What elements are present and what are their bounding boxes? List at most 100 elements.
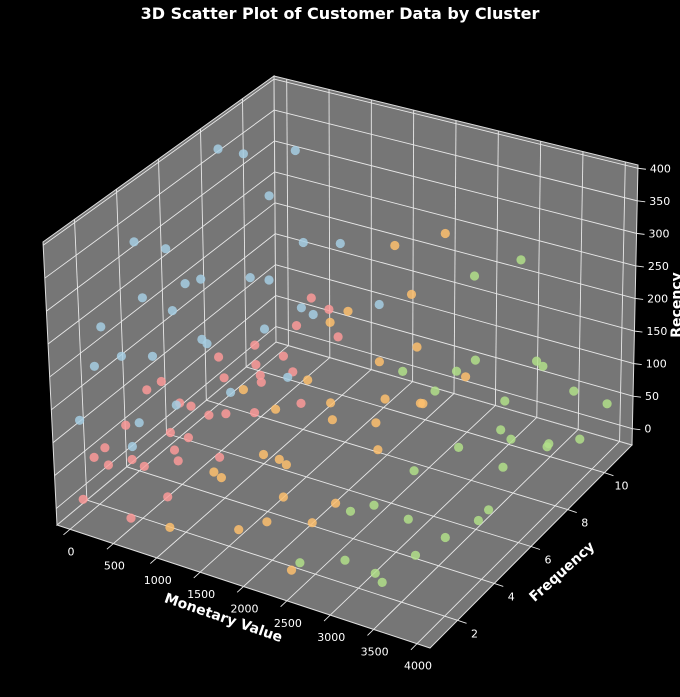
- data-point-cluster-3: [440, 532, 450, 543]
- data-point-cluster-2: [371, 418, 381, 428]
- data-point-cluster-3: [473, 515, 483, 526]
- x-tick-label: 2000: [231, 603, 259, 616]
- data-point-cluster-3: [498, 462, 508, 472]
- data-point-cluster-1: [116, 351, 126, 361]
- data-point-cluster-1: [171, 400, 181, 410]
- z-tick-label: 50: [645, 390, 659, 403]
- data-point-cluster-0: [333, 332, 343, 342]
- data-point-cluster-2: [274, 454, 284, 464]
- data-point-cluster-0: [139, 461, 149, 471]
- y-tick-label: 4: [508, 590, 515, 603]
- data-point-cluster-2: [343, 306, 353, 316]
- x-tick: [106, 543, 114, 550]
- data-point-cluster-1: [374, 299, 384, 310]
- z-tick: [637, 167, 646, 170]
- data-point-cluster-0: [221, 409, 231, 419]
- data-point-cluster-2: [278, 492, 288, 502]
- data-point-cluster-0: [121, 420, 131, 430]
- data-point-cluster-2: [415, 398, 425, 408]
- z-tick: [633, 363, 642, 366]
- chart-title: 3D Scatter Plot of Customer Data by Clus…: [141, 4, 540, 23]
- data-point-cluster-2: [412, 342, 422, 352]
- data-point-cluster-0: [251, 360, 261, 370]
- x-tick: [280, 600, 288, 607]
- data-point-cluster-2: [380, 394, 390, 404]
- z-tick-label: 250: [648, 260, 669, 273]
- x-gridline: [286, 79, 289, 346]
- data-point-cluster-2: [209, 467, 219, 477]
- data-point-cluster-2: [390, 240, 400, 251]
- data-point-cluster-3: [500, 396, 510, 406]
- z-tick: [636, 232, 645, 235]
- data-point-cluster-1: [298, 237, 308, 248]
- x-tick: [323, 614, 331, 622]
- data-point-cluster-0: [278, 351, 288, 361]
- x-tick-label: 2500: [274, 617, 302, 630]
- data-point-cluster-1: [127, 441, 137, 452]
- z-gridline: [274, 202, 636, 299]
- y-tick: [457, 619, 467, 624]
- data-point-cluster-3: [569, 386, 579, 396]
- z-gridline: [47, 171, 275, 345]
- data-point-cluster-2: [238, 385, 248, 395]
- data-point-cluster-2: [262, 517, 272, 527]
- data-point-cluster-3: [484, 505, 494, 515]
- x-gridline: [577, 151, 584, 430]
- data-point-cluster-1: [245, 273, 255, 283]
- data-point-cluster-2: [327, 415, 337, 425]
- data-point-cluster-0: [156, 376, 166, 387]
- data-point-cluster-0: [214, 352, 224, 362]
- y-gridline: [246, 366, 605, 474]
- x-axis-label: Monetary Value: [162, 590, 284, 645]
- data-point-cluster-3: [295, 558, 305, 568]
- z-tick: [635, 265, 644, 268]
- tick-labels: 0500100015002000250030003500400024681005…: [68, 162, 671, 672]
- z-axis-label: Recency: [669, 272, 680, 337]
- data-point-cluster-1: [89, 361, 99, 371]
- z-gridline: [273, 78, 639, 169]
- z-tick: [635, 298, 644, 300]
- z-tick-label: 400: [650, 162, 671, 175]
- data-point-cluster-0: [324, 304, 334, 314]
- y-tick: [530, 546, 541, 550]
- x-tick: [193, 571, 201, 579]
- z-tick: [637, 200, 646, 203]
- y-gridline: [116, 189, 128, 467]
- data-point-cluster-1: [259, 324, 270, 334]
- data-point-cluster-1: [134, 418, 144, 428]
- data-point-cluster-0: [204, 410, 214, 420]
- data-point-cluster-0: [291, 321, 302, 331]
- x-tick-label: 1500: [187, 588, 215, 601]
- z-gridline: [46, 140, 275, 312]
- data-point-cluster-0: [103, 460, 113, 470]
- data-point-cluster-1: [196, 274, 206, 284]
- data-point-cluster-1: [264, 275, 274, 285]
- data-point-cluster-2: [331, 498, 341, 508]
- y-gridline: [158, 158, 167, 434]
- data-point-cluster-1: [238, 149, 248, 159]
- data-point-cluster-0: [169, 445, 180, 455]
- z-tick-label: 200: [647, 292, 668, 305]
- data-point-cluster-3: [538, 361, 548, 371]
- data-point-cluster-0: [186, 401, 196, 411]
- data-point-cluster-1: [226, 387, 236, 397]
- z-tick-label: 350: [649, 195, 670, 208]
- y-gridline: [166, 433, 532, 547]
- x-tick: [410, 643, 418, 651]
- z-tick-label: 100: [646, 358, 667, 371]
- y-gridline: [206, 399, 568, 511]
- data-point-cluster-3: [410, 550, 421, 560]
- data-point-cluster-0: [183, 433, 193, 443]
- x-gridline: [453, 120, 457, 394]
- data-point-cluster-3: [516, 255, 526, 265]
- y-tick-label: 2: [471, 627, 478, 640]
- z-gridline: [275, 326, 633, 430]
- data-point-cluster-1: [213, 144, 223, 154]
- data-point-cluster-3: [340, 555, 350, 565]
- data-point-cluster-2: [440, 228, 450, 239]
- data-point-cluster-1: [161, 244, 171, 254]
- y-gridline: [200, 128, 207, 401]
- data-point-cluster-1: [137, 293, 147, 303]
- x-tick-label: 4000: [404, 660, 432, 673]
